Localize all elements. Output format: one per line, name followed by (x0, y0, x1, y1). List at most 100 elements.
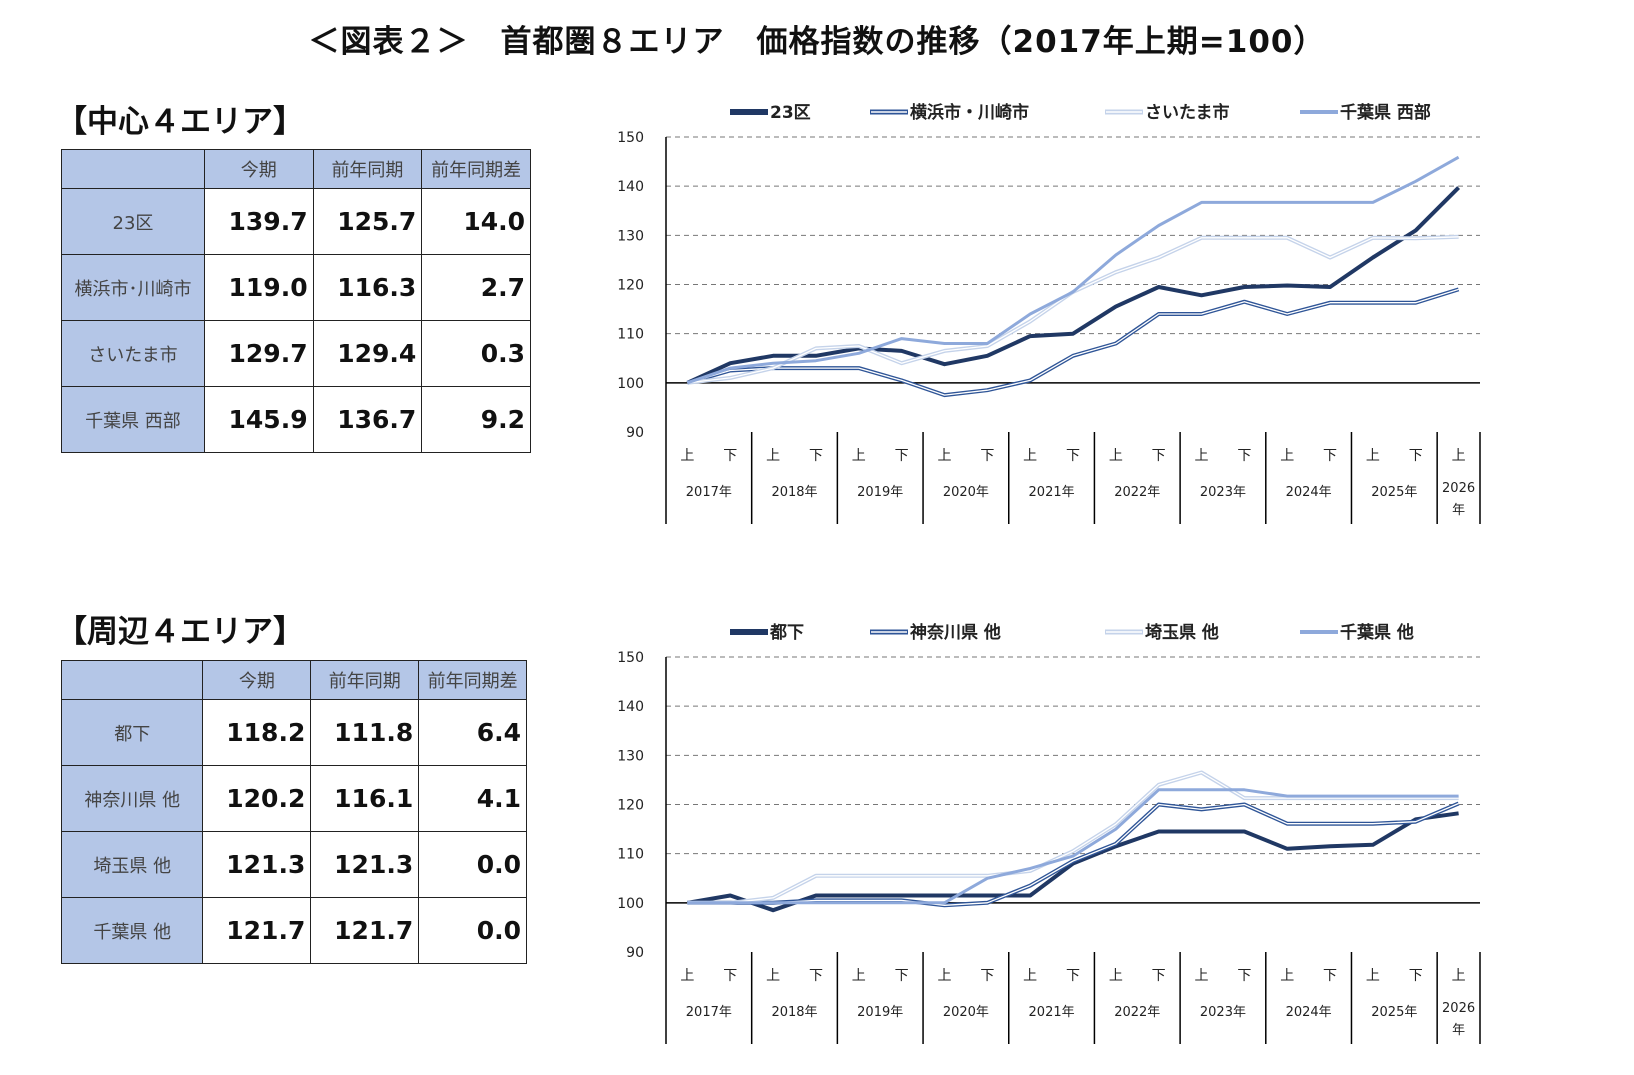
row-label: さいたま市 (61, 320, 205, 387)
x-half-label: 上 (852, 448, 866, 464)
y-tick-label: 140 (617, 179, 644, 195)
x-year-label: 2025年 (1371, 1005, 1417, 1020)
series-line-0 (687, 811, 1459, 913)
x-year-label: 2020年 (943, 485, 989, 500)
header-cell: 前年同期 (310, 660, 420, 700)
current-value: 139.7 (203, 188, 314, 255)
series-line-3 (687, 788, 1459, 905)
y-tick-label: 130 (617, 228, 644, 244)
y-tick-label: 110 (617, 327, 644, 343)
row-label: 千葉県 西部 (61, 386, 205, 453)
prev-value: 125.7 (312, 188, 423, 255)
x-year-label: 2026 (1442, 1001, 1475, 1016)
x-half-label: 上 (937, 448, 951, 464)
x-half-label: 下 (895, 968, 909, 984)
x-year-label: 2024年 (1286, 1005, 1332, 1020)
legend-label: 神奈川県 他 (910, 622, 1001, 643)
x-half-label: 下 (1066, 448, 1080, 464)
x-year-label: 2019年 (857, 1005, 903, 1020)
legend-label: さいたま市 (1145, 102, 1230, 123)
section-title-central: 【中心４エリア】 (56, 104, 304, 140)
x-half-label: 上 (1023, 448, 1037, 464)
x-half-label: 下 (980, 448, 994, 464)
y-tick-label: 100 (617, 896, 644, 912)
y-tick-label: 140 (617, 699, 644, 715)
x-half-label: 下 (1152, 968, 1166, 984)
row-label: 横浜市･川崎市 (61, 254, 205, 321)
header-cell: 前年同期 (312, 149, 423, 189)
header-cell (61, 149, 205, 189)
x-half-label: 下 (1066, 968, 1080, 984)
diff-value: 9.2 (421, 386, 531, 453)
x-year-label: 2020年 (943, 1005, 989, 1020)
current-value: 119.0 (203, 254, 314, 321)
summary-table-peripheral: 今期 前年同期 前年同期差 都下 118.2 111.8 6.4 神奈川県 他 … (60, 660, 527, 964)
x-half-label: 上 (1109, 968, 1123, 984)
diff-value: 14.0 (421, 188, 531, 255)
line-chart-central: 90 100 110 120 130 140 150 上 下 上 下 上 下 上 下 上 下 上 下 上 下 上 下 上 下 上 2… (617, 102, 1481, 524)
section-title-peripheral: 【周辺４エリア】 (56, 614, 304, 650)
diff-value: 0.0 (418, 831, 527, 898)
series-line-1 (686, 287, 1460, 398)
x-half-label: 上 (766, 448, 780, 464)
diff-value: 2.7 (421, 254, 531, 321)
current-value: 118.2 (202, 699, 312, 766)
x-year-label: 2023年 (1200, 1005, 1246, 1020)
series-line-2 (687, 770, 1459, 905)
x-half-label: 上 (1109, 448, 1123, 464)
row-label: 千葉県 他 (60, 897, 204, 964)
table-row: 埼玉県 他 121.3 121.3 0.0 (60, 831, 527, 898)
table-row: 千葉県 他 121.7 121.7 0.0 (60, 897, 527, 964)
table-header-row: 今期 前年同期 前年同期差 (61, 149, 531, 189)
y-tick-label: 130 (617, 748, 644, 764)
x-half-label: 上 (680, 968, 694, 984)
x-half-label: 下 (1409, 448, 1423, 464)
x-year-label: 2025年 (1371, 485, 1417, 500)
x-year-label: 2026 (1442, 481, 1475, 496)
x-year-label: 2024年 (1286, 485, 1332, 500)
x-half-label: 上 (1452, 968, 1466, 984)
prev-value: 116.3 (312, 254, 423, 321)
x-half-label: 下 (1237, 448, 1251, 464)
diff-value: 0.0 (418, 897, 527, 964)
x-half-label: 下 (723, 968, 737, 984)
header-cell: 今期 (202, 660, 312, 700)
current-value: 121.7 (202, 897, 312, 964)
x-half-label: 上 (1366, 968, 1380, 984)
x-half-label: 上 (1023, 968, 1037, 984)
x-year-label: 2022年 (1114, 1005, 1160, 1020)
x-half-label: 上 (1280, 448, 1294, 464)
x-half-label: 上 (937, 968, 951, 984)
header-cell: 前年同期差 (421, 149, 531, 189)
current-value: 145.9 (203, 386, 314, 453)
x-half-label: 下 (1152, 448, 1166, 464)
table-row: 横浜市･川崎市 119.0 116.3 2.7 (61, 254, 531, 321)
y-tick-label: 150 (617, 130, 644, 146)
y-tick-label: 120 (617, 278, 644, 294)
table-row: 都下 118.2 111.8 6.4 (60, 699, 527, 766)
y-tick-label: 150 (617, 650, 644, 666)
series-line-1-inner (687, 288, 1459, 396)
x-half-label: 下 (809, 968, 823, 984)
line-chart-peripheral: 90 100 110 120 130 140 150 上 下 上 下 上 下 上 下 上 下 上 下 上 下 上 下 上 下 上 2… (617, 622, 1481, 1044)
y-tick-label: 110 (617, 847, 644, 863)
x-half-label: 上 (852, 968, 866, 984)
x-year-label: 2018年 (771, 1005, 817, 1020)
diff-value: 6.4 (418, 699, 527, 766)
x-half-label: 上 (1195, 968, 1209, 984)
page-title: ＜図表２＞ 首都圏８エリア 価格指数の推移（2017年上期=100） (308, 24, 1326, 60)
current-value: 121.3 (202, 831, 312, 898)
row-label: 埼玉県 他 (60, 831, 204, 898)
table-header-row: 今期 前年同期 前年同期差 (60, 660, 527, 700)
table-row: さいたま市 129.7 129.4 0.3 (61, 320, 531, 387)
x-half-label: 下 (1323, 968, 1337, 984)
series-line-3 (686, 155, 1460, 385)
x-half-label: 上 (1452, 448, 1466, 464)
prev-value: 121.3 (310, 831, 420, 898)
prev-value: 136.7 (312, 386, 423, 453)
legend-label: 横浜市・川崎市 (910, 102, 1029, 123)
y-tick-label: 100 (617, 376, 644, 392)
x-year-label: 年 (1452, 1023, 1465, 1038)
prev-value: 129.4 (312, 320, 423, 387)
table-row: 千葉県 西部 145.9 136.7 9.2 (61, 386, 531, 453)
